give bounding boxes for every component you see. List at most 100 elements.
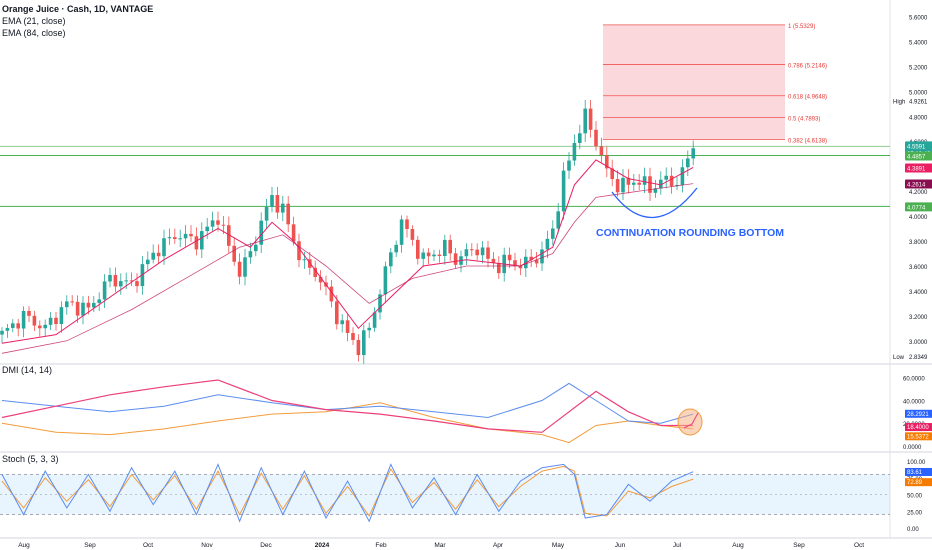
candle-body bbox=[686, 158, 690, 168]
candle-body bbox=[5, 327, 10, 331]
time-axis-label: Oct bbox=[143, 542, 153, 549]
candle-body bbox=[453, 253, 458, 265]
stoch-tick-label: 0.00 bbox=[907, 527, 919, 533]
candle-body bbox=[16, 323, 20, 329]
candle-body bbox=[648, 176, 652, 193]
candle-body bbox=[167, 237, 172, 239]
candle-body bbox=[518, 266, 523, 269]
adx-badge-text: 18.4000 bbox=[907, 425, 929, 431]
candle-body bbox=[248, 251, 253, 258]
candle-body bbox=[59, 307, 64, 325]
candle-body bbox=[378, 294, 382, 313]
candle-body bbox=[48, 317, 53, 325]
fib-level-label: 0.5 (4.7893) bbox=[788, 117, 820, 123]
candle-body bbox=[486, 247, 490, 259]
price-tick-label: 4.0000 bbox=[909, 215, 928, 221]
candle-body bbox=[605, 155, 609, 169]
ema84-badge-bg bbox=[905, 179, 932, 189]
ema84-line bbox=[1, 183, 694, 354]
candle-body bbox=[599, 146, 604, 156]
ema21-badge-bg bbox=[905, 163, 932, 173]
time-axis-label: Jun bbox=[615, 542, 626, 549]
candle-body bbox=[669, 175, 674, 187]
dmi-minus-line bbox=[1, 402, 694, 444]
low-value: 2.8349 bbox=[909, 355, 928, 361]
candle-body bbox=[410, 229, 415, 240]
chart-legend: Orange Juice · Cash, 1D, VANTAGE EMA (21… bbox=[2, 3, 153, 39]
candle-body bbox=[680, 167, 685, 186]
candle-body bbox=[70, 301, 74, 303]
stoch-tick-label: 100.00 bbox=[907, 460, 926, 466]
ema21-legend[interactable]: EMA (21, close) bbox=[2, 16, 66, 26]
candle-body bbox=[297, 241, 301, 261]
candle-body bbox=[200, 231, 204, 250]
candle-body bbox=[210, 220, 215, 227]
candle-body bbox=[399, 219, 404, 245]
candle-body bbox=[437, 254, 442, 257]
price-tick-label: 4.2000 bbox=[909, 190, 928, 196]
candle-body bbox=[313, 267, 317, 277]
stoch-k-badge-text: 83.61 bbox=[907, 470, 923, 476]
time-axis-label: Aug bbox=[732, 542, 744, 549]
candle-body bbox=[470, 249, 474, 251]
symbol-title[interactable]: Orange Juice · Cash, 1D, VANTAGE bbox=[2, 4, 154, 14]
candle-body bbox=[151, 252, 155, 260]
dmi-tick-label: 40.0000 bbox=[903, 399, 925, 405]
time-axis-label: Aug bbox=[18, 542, 30, 549]
candle-body bbox=[432, 254, 436, 257]
candle-body bbox=[0, 330, 4, 335]
candle-body bbox=[135, 281, 139, 287]
time-axis-label: Dec bbox=[260, 542, 272, 549]
candle-body bbox=[124, 280, 128, 282]
high-value: 4.9261 bbox=[909, 100, 928, 106]
candle-body bbox=[227, 225, 231, 246]
candle-body bbox=[291, 224, 296, 242]
candle-body bbox=[183, 233, 188, 239]
candle-body bbox=[632, 182, 636, 185]
candle-body bbox=[615, 179, 620, 193]
stoch-k-badge-bg bbox=[905, 467, 932, 476]
last-price-badge-text: 4.5591 bbox=[907, 144, 926, 150]
candle-body bbox=[545, 238, 550, 250]
stoch-k-line bbox=[1, 463, 694, 523]
price-tick-label: 3.2000 bbox=[909, 315, 928, 321]
candle-body bbox=[113, 275, 118, 287]
time-axis-label: Jul bbox=[673, 542, 682, 549]
candle-body bbox=[102, 281, 107, 300]
candle-body bbox=[221, 224, 226, 226]
ema21-line bbox=[1, 159, 694, 344]
fib-level-label: 0.618 (4.9648) bbox=[788, 95, 827, 101]
dmi-legend[interactable]: DMI (14, 14) bbox=[2, 365, 53, 375]
dmi-arrow bbox=[683, 412, 699, 429]
candle-body bbox=[243, 257, 247, 277]
candle-body bbox=[205, 226, 209, 232]
candle-body bbox=[237, 261, 242, 277]
candle-body bbox=[594, 129, 598, 147]
candle-body bbox=[43, 324, 47, 329]
candle-body bbox=[491, 258, 496, 263]
candle-body bbox=[81, 302, 85, 316]
ema84-legend[interactable]: EMA (84, close) bbox=[2, 28, 66, 38]
candle-body bbox=[691, 148, 695, 159]
candle-body bbox=[372, 312, 377, 328]
price-tick-label: 3.6000 bbox=[909, 265, 928, 271]
stoch-legend[interactable]: Stoch (5, 3, 3) bbox=[2, 454, 59, 464]
candle-body bbox=[356, 339, 361, 356]
candle-body bbox=[362, 330, 366, 356]
candle-body bbox=[173, 237, 177, 240]
candle-body bbox=[178, 238, 182, 240]
candle-body bbox=[416, 239, 420, 259]
dmi-highlight-circle bbox=[677, 408, 703, 436]
time-axis-label: Feb bbox=[375, 542, 387, 549]
candle-body bbox=[637, 182, 641, 185]
candle-body bbox=[302, 259, 307, 261]
candle-body bbox=[443, 239, 447, 257]
candle-body bbox=[27, 310, 31, 316]
fib-level-label: 1 (5.5329) bbox=[788, 24, 815, 30]
candle-body bbox=[642, 176, 647, 185]
stoch-tick-label: 50.00 bbox=[907, 494, 923, 500]
candle-body bbox=[86, 302, 91, 308]
price-tick-label: 5.4000 bbox=[909, 40, 928, 46]
fib-level-label: 0.786 (5.2146) bbox=[788, 64, 827, 70]
